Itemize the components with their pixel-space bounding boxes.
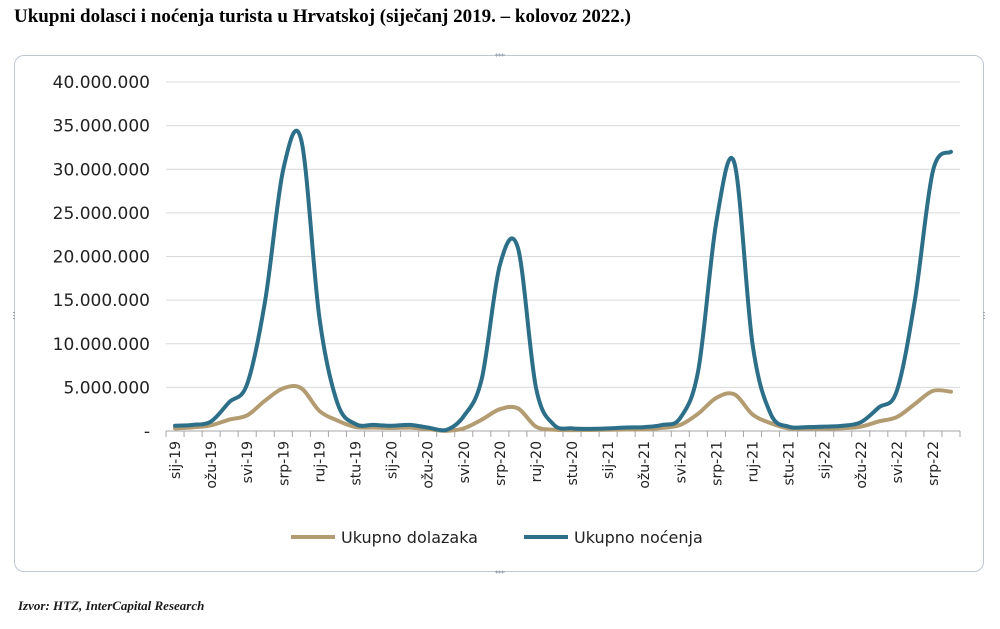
- y-tick-label: -: [144, 422, 150, 442]
- x-tick-label: sij-21: [601, 441, 617, 479]
- x-tick-label: svi-21: [673, 441, 689, 483]
- frame-handle-bottom[interactable]: [495, 570, 505, 574]
- series-lines: [173, 129, 953, 433]
- x-axis-ticks: sij-19 ožu-19 svi-19 srp-19 ruj-19 stu-19 sij-…: [168, 441, 942, 489]
- source-note: Izvor: HTZ, InterCapital Research: [18, 598, 205, 613]
- frame-handle-left[interactable]: [12, 311, 16, 321]
- legend: Ukupno dolazaka Ukupno noćenja: [291, 528, 703, 547]
- x-tick-label: sij-20: [385, 441, 401, 479]
- y-tick-label: 40.000.000: [53, 73, 150, 93]
- frame-handle-top[interactable]: [495, 53, 505, 57]
- x-tick-label: ožu-19: [204, 441, 220, 489]
- x-tick-label: svi-20: [457, 441, 473, 483]
- frame-handle-right[interactable]: [982, 311, 986, 321]
- legend-item-dolasci[interactable]: Ukupno dolazaka: [291, 528, 478, 547]
- x-tick-label: svi-19: [240, 441, 256, 483]
- x-tick-label: ruj-20: [529, 441, 545, 482]
- page-title: Ukupni dolasci i noćenja turista u Hrvat…: [14, 6, 631, 27]
- x-tick-label: srp-20: [493, 441, 509, 486]
- y-tick-label: 5.000.000: [63, 378, 150, 398]
- x-tick-label: srp-21: [709, 441, 725, 486]
- x-tick-label: ruj-19: [312, 441, 328, 482]
- x-tick-label: stu-21: [782, 441, 798, 486]
- y-axis-ticks: - 5.000.000 10.000.000 15.000.000 20.000.000…: [53, 73, 150, 442]
- x-tick-label: sij-22: [818, 441, 834, 479]
- x-tick-label: srp-22: [926, 441, 942, 486]
- x-tick-label: ožu-22: [854, 441, 870, 489]
- chart-frame: [12, 53, 986, 574]
- y-tick-label: 10.000.000: [53, 335, 150, 355]
- x-tick-label: ožu-21: [637, 441, 653, 489]
- legend-label: Ukupno noćenja: [574, 528, 703, 547]
- x-tick-label: svi-22: [890, 441, 906, 483]
- series-line-nocenja: [173, 129, 953, 433]
- legend-item-nocenja[interactable]: Ukupno noćenja: [524, 528, 703, 547]
- series-line-dolasci: [173, 384, 953, 433]
- x-tick-label: stu-19: [348, 441, 364, 486]
- y-tick-label: 30.000.000: [53, 160, 150, 180]
- x-tick-label: sij-19: [168, 441, 184, 479]
- x-tick-label: ruj-21: [745, 441, 761, 482]
- x-tick-label: stu-20: [565, 441, 581, 486]
- legend-label: Ukupno dolazaka: [341, 528, 478, 547]
- y-tick-label: 20.000.000: [53, 248, 150, 268]
- y-tick-label: 15.000.000: [53, 291, 150, 311]
- y-tick-label: 25.000.000: [53, 204, 150, 224]
- y-tick-label: 35.000.000: [53, 117, 150, 137]
- x-tick-label: srp-19: [276, 441, 292, 486]
- x-tick-label: ožu-20: [421, 441, 437, 489]
- gridlines: [166, 81, 960, 388]
